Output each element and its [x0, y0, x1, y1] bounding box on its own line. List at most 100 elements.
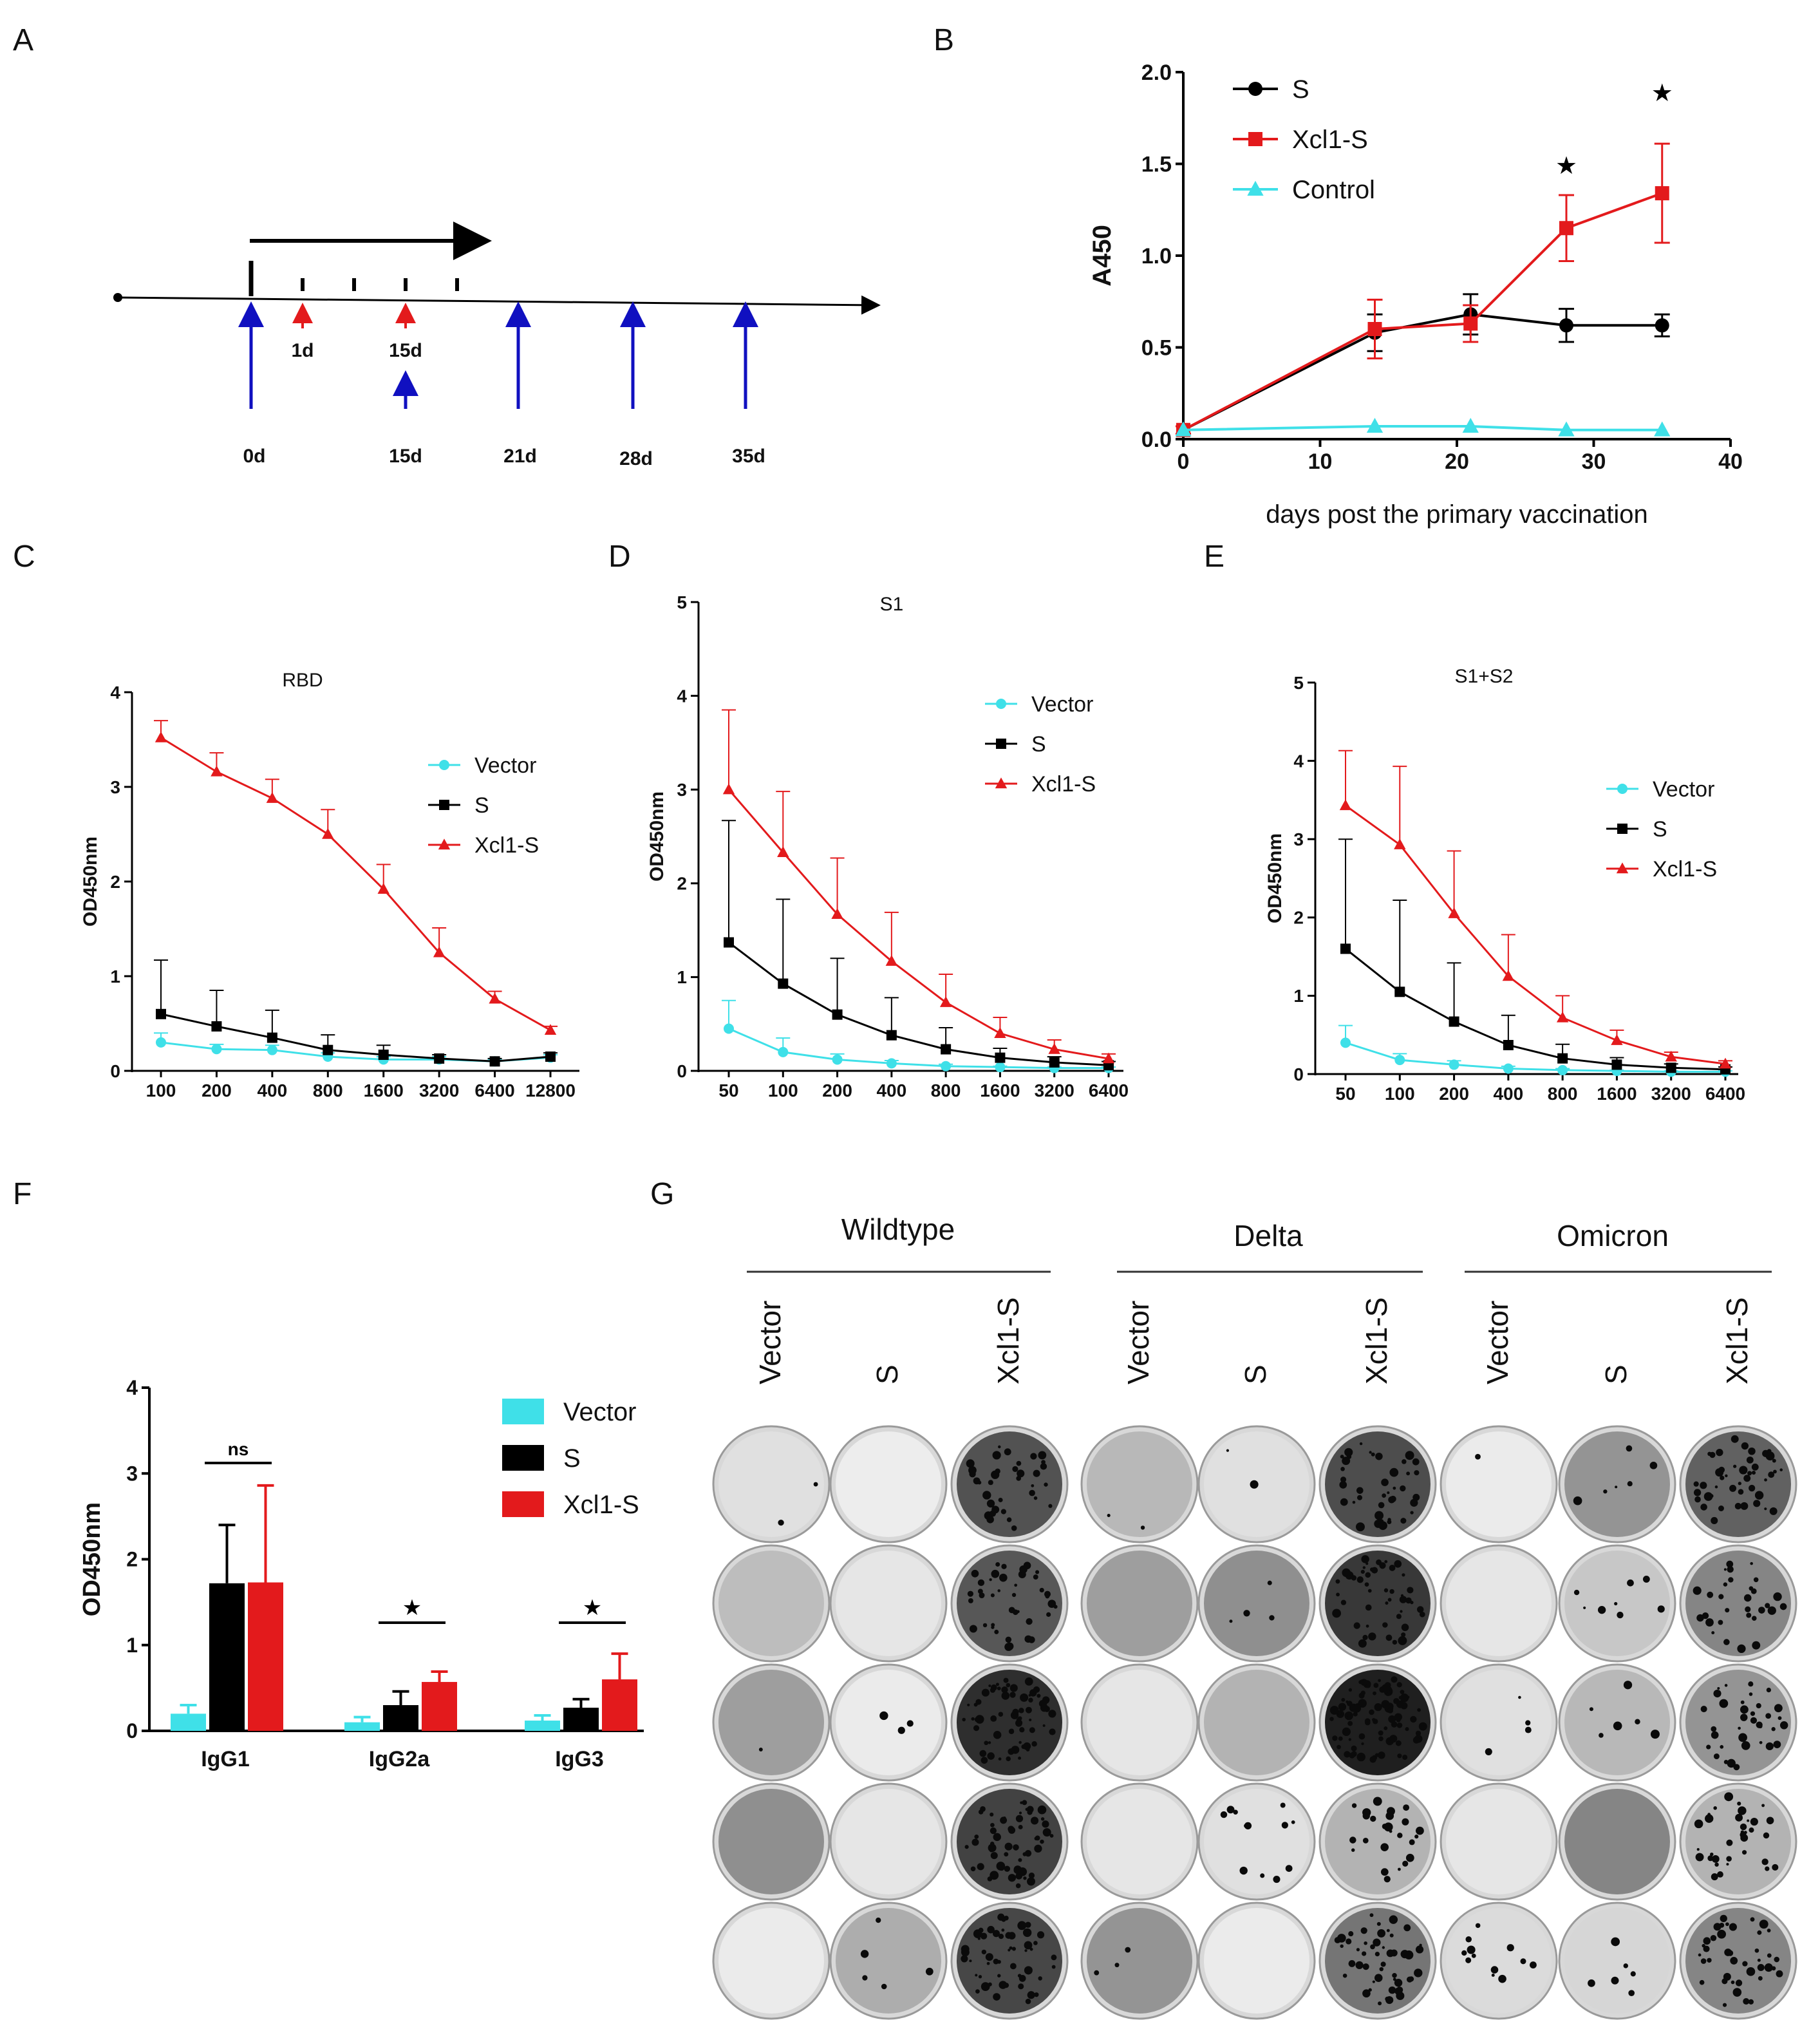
plaque [1362, 1808, 1371, 1817]
plaque [1613, 1721, 1622, 1731]
plaque [988, 1844, 997, 1853]
plaque [1040, 1704, 1049, 1712]
plaque [1738, 1733, 1747, 1742]
well-surface [1685, 1670, 1791, 1775]
plaque [1026, 1748, 1030, 1751]
plaque [1041, 1460, 1046, 1464]
plaque [991, 1827, 996, 1833]
plaque [1040, 1839, 1044, 1844]
plaque [1718, 1466, 1725, 1473]
plaque [1750, 1817, 1758, 1826]
plaque [1703, 1945, 1710, 1952]
plaque [1740, 1502, 1749, 1510]
data-point-xcl1-s [1502, 970, 1515, 981]
plaque [1723, 1568, 1727, 1571]
legend-label-s: S [1031, 732, 1046, 757]
plaque [1746, 1967, 1756, 1976]
plaque [1726, 1839, 1733, 1846]
legend-swatch-xcl1-s [502, 1491, 544, 1517]
plaque [1395, 1740, 1402, 1746]
plaque [1713, 1753, 1720, 1759]
plaque [1006, 1517, 1012, 1522]
bar-vector [525, 1721, 560, 1731]
plaque [1377, 1929, 1386, 1938]
plaque [1362, 1566, 1366, 1569]
plaque [1015, 1719, 1022, 1727]
plaque [1353, 1622, 1360, 1629]
plaque [1370, 1815, 1376, 1822]
y-tick-label: 0.5 [1141, 335, 1172, 360]
plaque [1040, 1817, 1045, 1821]
significance-star: ★ [1651, 79, 1673, 107]
data-point-xcl1-s [1102, 1052, 1115, 1064]
plaque [1700, 1504, 1707, 1511]
x-tick-label: 400 [876, 1081, 906, 1100]
plaque [1623, 1681, 1633, 1690]
plaque [1597, 1606, 1606, 1614]
y-tick-label: 0 [126, 1719, 138, 1742]
data-point-xcl1-s [831, 908, 843, 920]
plaque [1273, 1876, 1281, 1883]
plaque [1407, 1587, 1414, 1594]
plaque [1034, 1992, 1039, 1997]
data-point-xcl1-s [1559, 221, 1573, 236]
plaque [1385, 1601, 1389, 1605]
plaque [1035, 1835, 1040, 1841]
plaque [1707, 1451, 1712, 1457]
y-tick-label: 0 [110, 1061, 120, 1081]
legend-marker-s [996, 739, 1006, 749]
plaque [1748, 1681, 1754, 1687]
plaque [1396, 1614, 1402, 1619]
plaque [1340, 1600, 1347, 1605]
plaque [1741, 1741, 1750, 1750]
plaque [1398, 1636, 1407, 1645]
plaque [1573, 1496, 1582, 1505]
plaque [1722, 2003, 1727, 2007]
plaque [1378, 2001, 1382, 2006]
plaque [1748, 1999, 1754, 2005]
y-tick-label: 0 [1293, 1064, 1304, 1084]
plaque [1376, 1921, 1381, 1926]
plaque [1018, 1867, 1027, 1876]
plaque [1390, 1949, 1398, 1957]
plaque [1384, 1588, 1389, 1592]
well-surface [1446, 1670, 1552, 1775]
plaque [1004, 1842, 1013, 1851]
plaque [1381, 1700, 1390, 1709]
plaque [1260, 1873, 1265, 1878]
plaque [1226, 1806, 1235, 1814]
y-tick-label: 5 [1293, 673, 1304, 693]
plaque [1389, 1467, 1399, 1477]
chart-c: 0 1 2 3 4 100 200 400 800 1600 3200 6400 12800 OD450n… [80, 670, 579, 1100]
x-tick-label: 800 [1548, 1084, 1578, 1104]
plaque [1042, 1724, 1046, 1727]
plaque [1374, 1753, 1379, 1757]
panel-label-a: A [13, 23, 33, 57]
plaque [1614, 1601, 1618, 1606]
plaque [1524, 1726, 1532, 1733]
series-line-s [728, 941, 1109, 1066]
plaque [1408, 1976, 1414, 1982]
plaque [1392, 1639, 1398, 1645]
plaque [1746, 1456, 1754, 1464]
plaque [1465, 1957, 1472, 1963]
series-line-s [1183, 313, 1662, 431]
plaque [1723, 1639, 1730, 1645]
plaque [1355, 1961, 1364, 1969]
panel-label-g: G [650, 1177, 674, 1211]
plaque [1475, 1923, 1481, 1929]
plaque [1405, 1451, 1414, 1460]
plaque [1373, 1691, 1376, 1695]
significance-star: ★ [1555, 151, 1577, 180]
plaque [980, 1982, 990, 1991]
plaque [1394, 1713, 1402, 1721]
plaque [1720, 1475, 1725, 1480]
plaque [1419, 1943, 1422, 1947]
plaque [1765, 1713, 1772, 1719]
plaque [998, 1445, 1001, 1449]
y-axis-title: OD450nm [646, 791, 668, 882]
data-point-xcl1-s [1655, 186, 1669, 201]
data-point-xcl1-s [994, 1027, 1006, 1038]
plaque [1048, 1710, 1056, 1718]
